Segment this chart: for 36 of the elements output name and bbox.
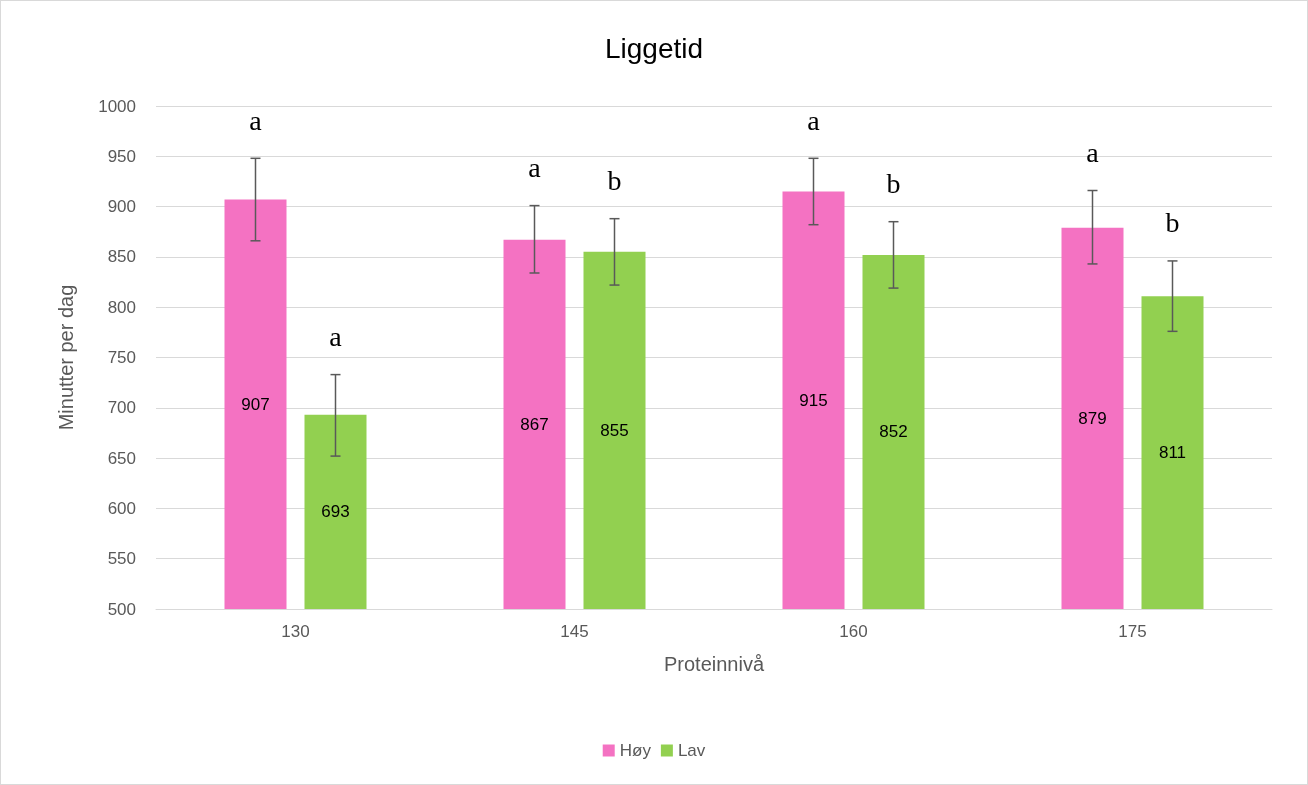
legend-label: Lav [677,741,706,760]
data-label: 867 [520,414,549,434]
y-tick-label: 750 [107,348,136,367]
annotation: a [249,104,263,136]
legend-label: Høy [619,741,652,760]
data-label: 879 [1078,408,1107,428]
annotation: b [607,165,622,197]
data-label: 907 [241,394,270,414]
y-tick-label: 1000 [98,96,136,116]
x-tick-label: 145 [560,622,589,641]
x-axis-title: Proteinnivå [663,653,765,675]
y-tick-label: 900 [107,197,136,217]
x-tick-label: 175 [1118,622,1147,641]
y-tick-label: 800 [107,297,136,317]
data-label: 855 [600,420,629,440]
annotation: a [528,152,542,184]
y-tick-label: 850 [107,247,136,267]
annotation: a [329,321,343,353]
annotation: b [886,168,901,200]
data-label: 811 [1158,443,1187,463]
y-tick-label: 950 [107,146,136,166]
data-label: 852 [879,422,908,442]
x-tick-label: 160 [839,622,868,641]
y-tick-label: 600 [107,498,136,518]
y-tick-label: 500 [107,599,136,619]
chart-title: Liggetid [604,32,704,64]
y-tick-label: 650 [107,448,136,468]
y-tick-label: 550 [107,549,136,569]
y-axis-title: Minutter per dag [55,284,77,431]
annotation: a [1086,137,1100,168]
x-tick-label: 130 [281,622,310,641]
data-label: 693 [321,502,350,522]
annotation: a [807,104,821,136]
annotation: b [1165,207,1180,239]
y-tick-label: 700 [107,398,136,418]
data-label: 915 [799,390,828,410]
